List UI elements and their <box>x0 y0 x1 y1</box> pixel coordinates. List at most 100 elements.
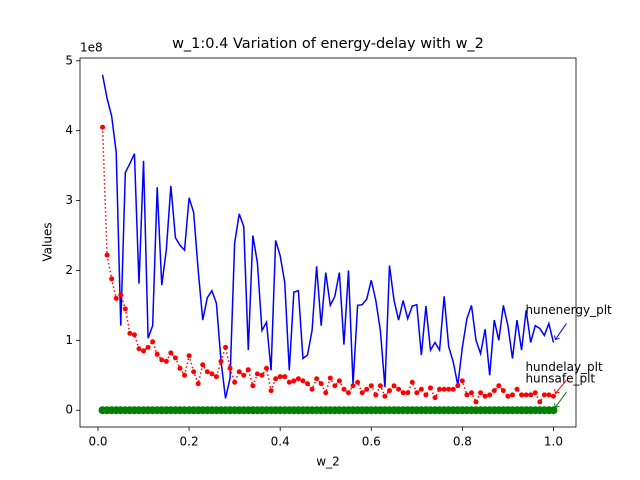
marker <box>482 393 488 399</box>
marker <box>172 355 178 361</box>
y-offset-label: 1e8 <box>80 41 103 55</box>
marker <box>437 386 443 392</box>
marker <box>195 381 201 387</box>
annotation: hunsafe_plt <box>525 372 595 386</box>
marker <box>336 378 342 384</box>
x-tick-label: 1.0 <box>544 435 563 449</box>
marker <box>464 392 470 398</box>
marker <box>209 371 215 377</box>
marker <box>441 386 447 392</box>
marker <box>241 372 247 378</box>
annotation: hundelay_plt <box>525 360 603 374</box>
marker <box>232 379 238 385</box>
marker <box>400 390 406 396</box>
marker <box>549 406 558 415</box>
marker <box>218 358 224 364</box>
y-tick-label: 5 <box>65 53 73 67</box>
marker <box>264 365 270 371</box>
marker <box>409 379 415 385</box>
marker <box>537 399 543 405</box>
marker <box>182 372 188 378</box>
x-tick-label: 0.0 <box>88 435 107 449</box>
marker <box>259 372 265 378</box>
marker <box>291 378 297 384</box>
series-line <box>101 74 555 399</box>
marker <box>127 330 133 336</box>
y-tick-label: 4 <box>65 123 73 137</box>
marker <box>163 358 169 364</box>
marker <box>450 386 456 392</box>
marker <box>459 378 465 384</box>
marker <box>427 385 433 391</box>
marker <box>141 348 147 354</box>
marker <box>309 386 315 392</box>
marker <box>100 124 106 130</box>
marker <box>254 371 260 377</box>
marker <box>236 369 242 375</box>
marker <box>145 344 151 350</box>
marker <box>332 383 338 389</box>
x-tick-label: 0.8 <box>453 435 472 449</box>
marker <box>213 374 219 380</box>
series-line <box>101 127 554 404</box>
marker <box>519 392 525 398</box>
marker <box>368 383 374 389</box>
marker <box>186 353 192 359</box>
annotation-arrow <box>555 323 567 340</box>
marker <box>341 386 347 392</box>
marker <box>355 379 361 385</box>
marker <box>496 383 502 389</box>
marker <box>468 390 474 396</box>
marker <box>418 386 424 392</box>
marker <box>204 369 210 375</box>
marker <box>314 376 320 382</box>
annotation-arrow <box>555 379 567 394</box>
y-tick-label: 2 <box>65 263 73 277</box>
annotation: hunenergy_plt <box>525 303 612 317</box>
marker <box>154 351 160 357</box>
marker <box>136 346 142 352</box>
y-tick-label: 3 <box>65 193 73 207</box>
marker <box>273 376 279 382</box>
annotation-arrowhead <box>553 335 560 341</box>
marker <box>359 390 365 396</box>
marker <box>295 376 301 382</box>
marker <box>323 390 329 396</box>
marker <box>382 393 388 399</box>
marker <box>109 276 115 282</box>
marker <box>396 386 402 392</box>
marker <box>327 375 333 381</box>
x-axis-label: w_2 <box>316 455 339 469</box>
marker <box>282 374 288 380</box>
marker <box>200 362 206 368</box>
marker <box>491 388 497 394</box>
marker <box>532 390 538 396</box>
marker <box>318 381 324 387</box>
marker <box>414 390 420 396</box>
marker <box>300 378 306 384</box>
marker <box>223 344 229 350</box>
marker <box>541 392 547 398</box>
marker <box>177 365 183 371</box>
marker <box>286 379 292 385</box>
marker <box>118 292 124 298</box>
marker <box>277 374 283 380</box>
marker <box>473 399 479 405</box>
marker <box>455 383 461 389</box>
marker <box>391 383 397 389</box>
marker <box>113 295 119 301</box>
x-tick-label: 0.6 <box>362 435 381 449</box>
marker <box>528 392 534 398</box>
marker <box>345 390 351 396</box>
marker <box>509 392 515 398</box>
marker <box>350 383 356 389</box>
y-tick-label: 0 <box>65 403 73 417</box>
marker <box>546 392 552 398</box>
marker <box>268 388 274 394</box>
marker <box>364 386 370 392</box>
marker <box>122 306 128 312</box>
x-tick-label: 0.4 <box>271 435 290 449</box>
marker <box>250 383 256 389</box>
